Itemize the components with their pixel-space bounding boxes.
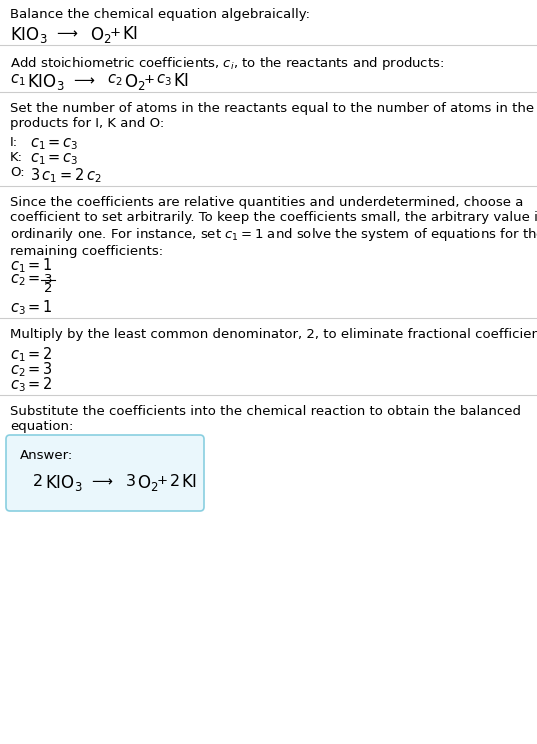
- Text: $c_2 = $: $c_2 = $: [10, 272, 40, 288]
- Text: 2: 2: [43, 282, 52, 295]
- Text: $\mathregular{O}_2$: $\mathregular{O}_2$: [90, 25, 112, 45]
- Text: $c_3 = 1$: $c_3 = 1$: [10, 298, 53, 317]
- Text: $c_1 = c_3$: $c_1 = c_3$: [30, 136, 78, 152]
- Text: +: +: [110, 26, 121, 39]
- Text: Substitute the coefficients into the chemical reaction to obtain the balanced
eq: Substitute the coefficients into the che…: [10, 405, 521, 433]
- Text: $2$: $2$: [32, 473, 42, 489]
- Text: $\mathregular{KI}$: $\mathregular{KI}$: [181, 473, 197, 491]
- Text: +: +: [157, 474, 168, 487]
- Text: $c_3$: $c_3$: [156, 72, 172, 88]
- Text: O:: O:: [10, 166, 25, 179]
- Text: Since the coefficients are relative quantities and underdetermined, choose a
coe: Since the coefficients are relative quan…: [10, 196, 537, 258]
- Text: $\mathregular{KIO}_3$: $\mathregular{KIO}_3$: [45, 473, 83, 493]
- Text: $\longrightarrow$: $\longrightarrow$: [89, 473, 114, 488]
- Text: $c_1 = c_3$: $c_1 = c_3$: [30, 151, 78, 167]
- Text: $c_3 = 2$: $c_3 = 2$: [10, 375, 53, 394]
- Text: $\mathregular{KIO}_3$: $\mathregular{KIO}_3$: [27, 72, 64, 92]
- Text: $c_1 = 1$: $c_1 = 1$: [10, 256, 53, 275]
- Text: $3\,c_1 = 2\,c_2$: $3\,c_1 = 2\,c_2$: [30, 166, 101, 185]
- Text: Balance the chemical equation algebraically:: Balance the chemical equation algebraica…: [10, 8, 310, 21]
- Text: $2$: $2$: [169, 473, 179, 489]
- Text: $c_1$: $c_1$: [10, 72, 26, 88]
- Text: $\mathregular{O}_2$: $\mathregular{O}_2$: [124, 72, 146, 92]
- Text: Set the number of atoms in the reactants equal to the number of atoms in the
pro: Set the number of atoms in the reactants…: [10, 102, 534, 130]
- Text: $\mathregular{KI}$: $\mathregular{KI}$: [173, 72, 189, 90]
- Text: K:: K:: [10, 151, 23, 164]
- Text: Answer:: Answer:: [20, 449, 73, 462]
- Text: +: +: [144, 73, 155, 86]
- Text: $c_2$: $c_2$: [107, 72, 122, 88]
- Text: I:: I:: [10, 136, 18, 149]
- FancyBboxPatch shape: [6, 435, 204, 511]
- Text: 3: 3: [43, 273, 52, 286]
- Text: $3$: $3$: [125, 473, 136, 489]
- Text: Add stoichiometric coefficients, $c_i$, to the reactants and products:: Add stoichiometric coefficients, $c_i$, …: [10, 55, 444, 72]
- Text: $c_1 = 2$: $c_1 = 2$: [10, 345, 53, 364]
- Text: Multiply by the least common denominator, 2, to eliminate fractional coefficient: Multiply by the least common denominator…: [10, 328, 537, 341]
- Text: $\mathregular{KIO}_3$: $\mathregular{KIO}_3$: [10, 25, 48, 45]
- Text: $c_2 = 3$: $c_2 = 3$: [10, 360, 53, 379]
- Text: $\mathregular{O}_2$: $\mathregular{O}_2$: [137, 473, 158, 493]
- Text: $\longrightarrow$: $\longrightarrow$: [71, 72, 96, 87]
- Text: $\mathregular{KI}$: $\mathregular{KI}$: [122, 25, 138, 43]
- Text: $\longrightarrow$: $\longrightarrow$: [54, 25, 79, 40]
